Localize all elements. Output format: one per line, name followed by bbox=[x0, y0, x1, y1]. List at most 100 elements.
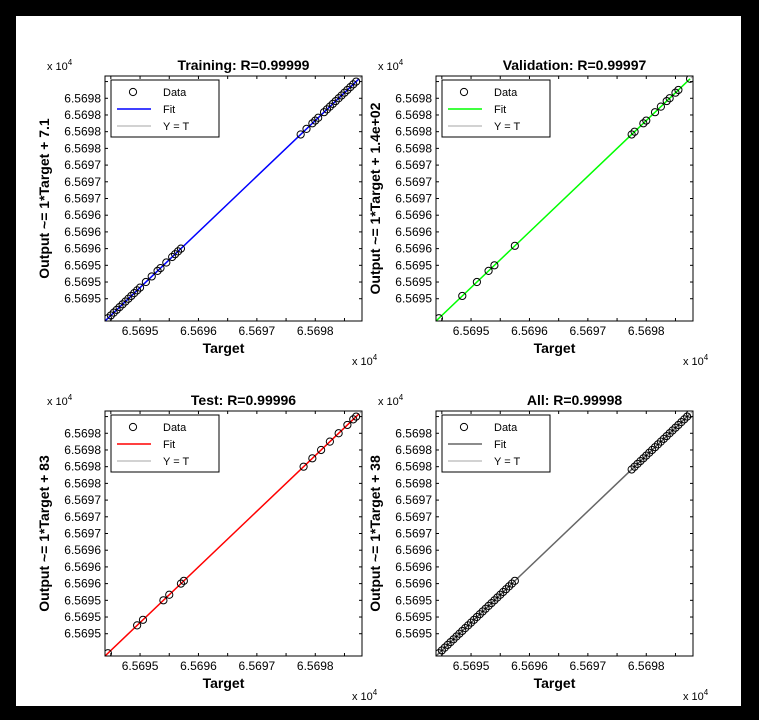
x-tick-label: 6.5697 bbox=[570, 324, 607, 338]
y-tick-label: 6.5696 bbox=[64, 242, 101, 256]
data-point bbox=[337, 91, 346, 100]
legend-data-marker bbox=[459, 422, 469, 432]
x-tick-label: 6.5697 bbox=[239, 324, 276, 338]
y-tick-label: 6.5698 bbox=[64, 426, 101, 440]
data-point bbox=[504, 582, 514, 591]
x-tick-label: 6.5697 bbox=[570, 659, 607, 673]
data-point bbox=[662, 96, 671, 106]
data-point bbox=[484, 266, 493, 275]
x-axis-label: Target bbox=[203, 340, 245, 356]
x-multiplier-label: x 104 bbox=[683, 688, 709, 703]
data-point bbox=[437, 646, 446, 655]
x-multiplier-base: x 10 bbox=[352, 691, 373, 703]
regression-panel-1: 6.5695 6.5696 6.5697 6.5698 6.5695 6.5695 6.56… bbox=[367, 57, 709, 368]
y-tick-label: 6.5698 bbox=[64, 91, 101, 105]
regression-panel-0: 6.5695 6.5696 6.5697 6.5698 6.5695 6.5695 6.56… bbox=[36, 57, 378, 368]
y-tick-label: 6.5696 bbox=[395, 225, 432, 239]
data-point bbox=[133, 286, 142, 295]
y-tick-label: 6.5698 bbox=[395, 141, 432, 155]
y-tick-label: 6.5697 bbox=[64, 493, 101, 507]
regression-panel-3: 6.5695 6.5696 6.5697 6.5698 6.5695 6.5695 6.56… bbox=[367, 392, 709, 703]
data-point bbox=[165, 590, 174, 599]
data-point bbox=[449, 635, 458, 644]
data-point bbox=[436, 649, 444, 656]
y-tick-label: 6.5697 bbox=[395, 175, 432, 189]
data-point bbox=[138, 615, 148, 624]
x-tick-label: 6.5696 bbox=[180, 324, 217, 338]
y-multiplier-exponent: 4 bbox=[68, 58, 73, 67]
x-tick-label: 6.5698 bbox=[297, 659, 334, 673]
y-tick-label: 6.5695 bbox=[64, 292, 101, 306]
data-point bbox=[645, 448, 654, 457]
data-point bbox=[677, 418, 686, 427]
legend-label: Fit bbox=[494, 439, 506, 451]
chart-title: All: R=0.99998 bbox=[527, 392, 623, 408]
y-tick-label: 6.5696 bbox=[64, 577, 101, 591]
x-multiplier-exponent: 4 bbox=[704, 688, 709, 697]
data-point bbox=[170, 250, 180, 259]
data-point bbox=[109, 308, 118, 317]
fit-line bbox=[105, 78, 360, 321]
y-tick-label: 6.5698 bbox=[64, 460, 101, 474]
y-multiplier-base: x 10 bbox=[378, 396, 399, 408]
legend-label: Fit bbox=[494, 104, 506, 116]
y-tick-label: 6.5696 bbox=[395, 560, 432, 574]
y-tick-label: 6.5696 bbox=[395, 208, 432, 222]
data-point bbox=[458, 626, 467, 636]
data-point bbox=[334, 429, 343, 438]
legend-data-marker bbox=[128, 87, 138, 97]
data-point bbox=[665, 429, 674, 438]
data-point bbox=[650, 443, 660, 452]
y-multiplier-label: x 104 bbox=[378, 58, 404, 73]
data-point bbox=[656, 437, 665, 446]
y-tick-label: 6.5695 bbox=[64, 610, 101, 624]
data-point bbox=[343, 420, 352, 430]
plot-content bbox=[436, 76, 693, 321]
data-point bbox=[685, 76, 693, 83]
plot-content bbox=[105, 76, 362, 321]
data-point bbox=[112, 305, 121, 314]
y-tick-label: 6.5698 bbox=[64, 141, 101, 155]
data-point bbox=[662, 431, 671, 441]
data-point bbox=[674, 85, 683, 95]
chart-title: Training: R=0.99999 bbox=[178, 57, 310, 73]
x-tick-label: 6.5697 bbox=[239, 659, 276, 673]
data-point bbox=[510, 241, 519, 250]
y-tick-label: 6.5697 bbox=[64, 510, 101, 524]
y-tick-label: 6.5695 bbox=[395, 258, 432, 272]
legend-label: Fit bbox=[163, 104, 175, 116]
data-point bbox=[668, 426, 677, 435]
data-point bbox=[490, 261, 499, 270]
data-point bbox=[683, 412, 692, 421]
y-tick-label: 6.5697 bbox=[64, 192, 101, 206]
legend-label: Data bbox=[494, 87, 518, 99]
data-point bbox=[331, 96, 340, 106]
data-point bbox=[176, 579, 186, 588]
data-point bbox=[173, 247, 183, 256]
x-tick-label: 6.5696 bbox=[511, 324, 548, 338]
data-point bbox=[490, 596, 499, 605]
x-tick-label: 6.5695 bbox=[453, 324, 490, 338]
legend-data-marker bbox=[128, 422, 138, 432]
x-multiplier-label: x 104 bbox=[683, 353, 709, 368]
y-tick-label: 6.5697 bbox=[395, 158, 432, 172]
y-tick-label: 6.5696 bbox=[395, 577, 432, 591]
data-point bbox=[496, 590, 505, 599]
data-point bbox=[352, 412, 361, 421]
plot-content bbox=[105, 411, 362, 656]
legend-label: Y = T bbox=[163, 121, 189, 133]
regression-panel-2: 6.5695 6.5696 6.5697 6.5698 6.5695 6.5695 6.56… bbox=[36, 392, 378, 703]
data-point bbox=[118, 300, 127, 309]
data-point bbox=[308, 454, 317, 463]
legend: Data Fit Y = T bbox=[110, 79, 220, 138]
x-multiplier-exponent: 4 bbox=[373, 353, 378, 362]
chart-title: Validation: R=0.99997 bbox=[503, 57, 647, 73]
data-point bbox=[653, 440, 663, 449]
data-point bbox=[499, 587, 508, 597]
y-tick-label: 6.5695 bbox=[64, 627, 101, 641]
data-point bbox=[507, 579, 517, 588]
data-point bbox=[659, 434, 668, 443]
data-point bbox=[493, 593, 502, 602]
data-point bbox=[648, 445, 657, 455]
y-tick-label: 6.5698 bbox=[395, 476, 432, 490]
